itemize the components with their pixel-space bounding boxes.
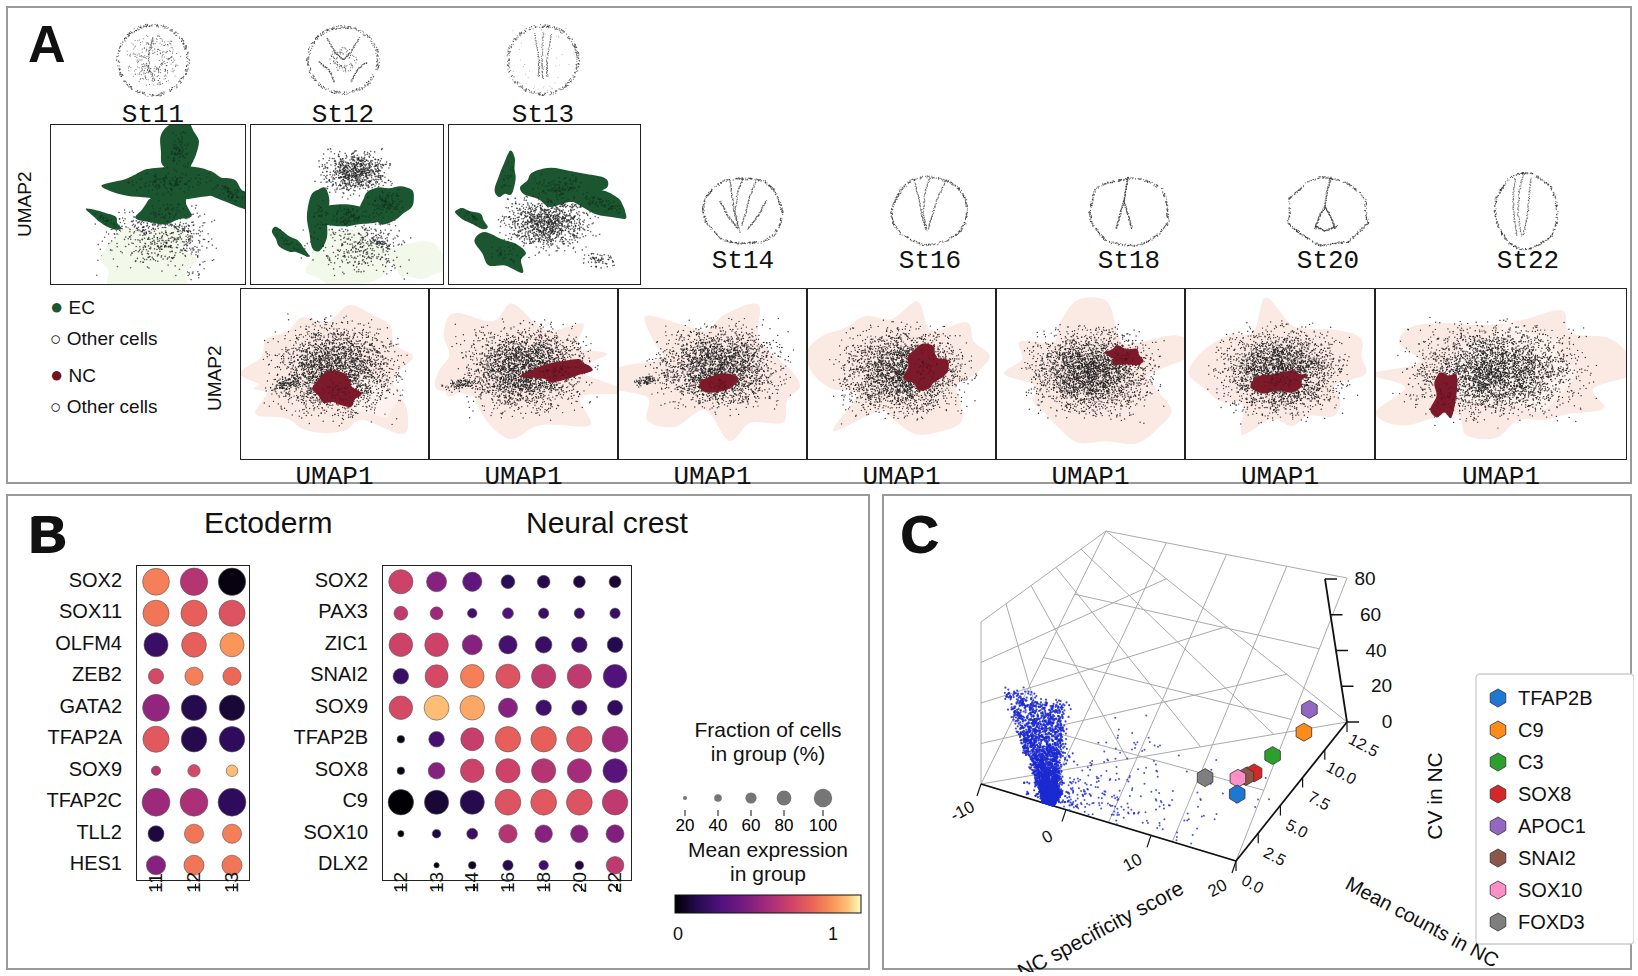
svg-text:5.0: 5.0 — [1283, 816, 1311, 841]
svg-text:20: 20 — [1371, 675, 1392, 696]
svg-text:20: 20 — [1205, 875, 1231, 901]
svg-text:2.5: 2.5 — [1261, 844, 1289, 869]
svg-text:0: 0 — [1382, 711, 1393, 732]
svg-text:-10: -10 — [947, 797, 978, 825]
svg-text:CV in NC: CV in NC — [1423, 752, 1446, 840]
svg-text:FOXD3: FOXD3 — [1518, 911, 1585, 933]
svg-text:60: 60 — [1360, 604, 1381, 625]
svg-text:10.0: 10.0 — [1324, 758, 1360, 788]
svg-text:7.5: 7.5 — [1305, 788, 1333, 813]
svg-text:40: 40 — [709, 816, 728, 833]
svg-text:SOX10: SOX10 — [1518, 879, 1582, 901]
svg-text:TFAP2B: TFAP2B — [1518, 687, 1592, 709]
svg-text:100: 100 — [809, 816, 837, 833]
svg-text:C9: C9 — [1518, 719, 1544, 741]
svg-text:SOX8: SOX8 — [1518, 783, 1571, 805]
svg-text:10: 10 — [1120, 850, 1146, 876]
svg-text:NC specificity score: NC specificity score — [1014, 876, 1188, 972]
svg-text:20: 20 — [676, 816, 695, 833]
svg-text:80: 80 — [1354, 568, 1375, 589]
svg-text:80: 80 — [775, 816, 794, 833]
svg-text:0: 0 — [1039, 826, 1056, 847]
svg-text:SNAI2: SNAI2 — [1518, 847, 1576, 869]
svg-text:60: 60 — [742, 816, 761, 833]
svg-text:APOC1: APOC1 — [1518, 815, 1586, 837]
svg-text:12.5: 12.5 — [1346, 730, 1382, 760]
svg-text:0.0: 0.0 — [1239, 871, 1267, 896]
svg-text:40: 40 — [1365, 640, 1386, 661]
svg-text:C3: C3 — [1518, 751, 1544, 773]
